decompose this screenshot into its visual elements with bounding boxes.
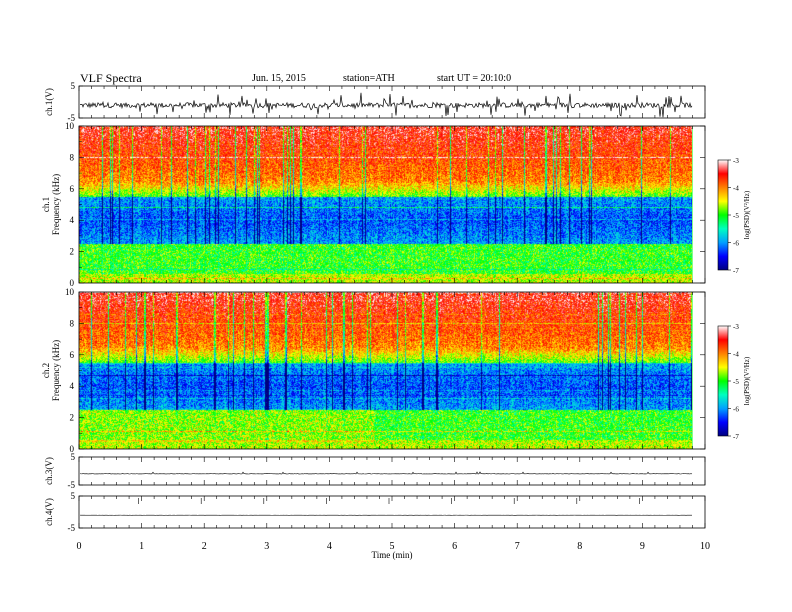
ch1spec-y-tick-label: 0 — [70, 278, 75, 288]
x-tick-label: 8 — [577, 541, 582, 552]
x-tick-label: 7 — [515, 541, 520, 552]
ch3v-trace — [79, 471, 693, 475]
ch2spec-y-tick-label: 10 — [65, 287, 75, 297]
ch4v-y-tick-label: 5 — [71, 491, 76, 501]
x-tick-label: 4 — [327, 541, 332, 552]
ch2spec-colorbar-tick-label: -5 — [733, 378, 739, 386]
x-tick-label: 10 — [700, 541, 710, 552]
ch2spec-y-tick-label: 4 — [70, 381, 75, 391]
ch2spec-colorbar-ramp — [717, 325, 729, 437]
ch1v-trace — [79, 92, 693, 118]
ch3v-y-tick-label: 5 — [71, 452, 76, 462]
ch1spec-y-label: Frequency (kHz) — [51, 174, 61, 235]
ch2spec-colorbar-tick-label: -6 — [733, 406, 739, 414]
ch2spec-y-tick-label: 8 — [70, 318, 75, 328]
ch2spec-heatmap — [79, 292, 692, 449]
ch2spec-panel: 0 2 4 6 8 10 ch.2 Frequency (kHz) — [41, 287, 706, 454]
x-tick-label: 0 — [77, 541, 82, 552]
ch1spec-y-tick-label: 10 — [65, 121, 75, 131]
ch2spec-y-label: Frequency (kHz) — [51, 340, 61, 401]
x-tick-label: 6 — [452, 541, 457, 552]
ch1spec-channel-label: ch.1 — [41, 197, 51, 212]
ch2spec-y-tick-label: 6 — [70, 350, 75, 360]
ch1v-y-tick-label: -5 — [68, 113, 76, 123]
ch1v-y-label: ch.1(V) — [44, 88, 54, 116]
ch1spec-colorbar-tick-label: -6 — [733, 240, 739, 248]
ch2spec-colorbar: -3 -4 -5 -6 -7 log(PSD)(V²/Hz) — [717, 323, 751, 441]
ch4v-y-label: ch.4(V) — [44, 498, 54, 526]
start-ut-label: start UT = 20:10:0 — [437, 73, 512, 84]
ch3v-y-tick-label: -5 — [68, 480, 76, 490]
date-label: Jun. 15, 2015 — [252, 73, 306, 84]
ch1spec-heatmap — [79, 126, 692, 283]
ch1spec-panel: 0 2 4 6 8 10 ch.1 Frequency (kHz) — [41, 121, 706, 288]
ch2spec-y-tick-label: 0 — [70, 444, 75, 454]
ch1spec-y-tick-label: 4 — [70, 215, 75, 225]
ch3v-panel: 5 -5 ch.3(V) — [44, 452, 706, 490]
ch1spec-colorbar-tick-label: -4 — [733, 185, 739, 193]
ch1spec-colorbar-tick-label: -3 — [733, 157, 739, 165]
ch1spec-y-tick-label: 2 — [70, 247, 75, 257]
ch1spec-colorbar-label: log(PSD)(V²/Hz) — [743, 190, 751, 239]
ch2spec-colorbar-label: log(PSD)(V²/Hz) — [743, 356, 751, 405]
plot-title: VLF Spectra — [80, 71, 142, 85]
x-axis-label: Time (min) — [372, 550, 413, 560]
ch1spec-y-tick-label: 8 — [70, 152, 75, 162]
ch1spec-colorbar-tick-label: -7 — [733, 267, 739, 275]
x-tick-label: 1 — [139, 541, 144, 552]
x-tick-label: 5 — [390, 541, 395, 552]
ch1spec-colorbar-ramp — [717, 159, 729, 271]
ch2spec-colorbar-tick-label: -3 — [733, 323, 739, 331]
ch1v-y-tick-label: 5 — [71, 81, 76, 91]
ch1spec-colorbar-tick-label: -5 — [733, 212, 739, 220]
ch2spec-colorbar-tick-label: -4 — [733, 351, 739, 359]
x-tick-label: 9 — [640, 541, 645, 552]
ch1spec-y-tick-label: 6 — [70, 184, 75, 194]
x-tick-label: 3 — [264, 541, 269, 552]
ch1v-panel: 5 -5 ch.1(V) — [44, 81, 706, 123]
ch2spec-colorbar-tick-label: -7 — [733, 433, 739, 441]
ch4v-y-tick-label: -5 — [68, 523, 76, 533]
ch1spec-colorbar: -3 -4 -5 -6 -7 log(PSD)(V²/Hz) — [717, 157, 751, 275]
ch2spec-y-tick-label: 2 — [70, 413, 75, 423]
ch4v-panel: 5 -5 ch.4(V) — [44, 491, 706, 533]
ch3v-y-label: ch.3(V) — [44, 457, 54, 485]
station-label: station=ATH — [343, 73, 395, 84]
ch2spec-channel-label: ch.2 — [41, 363, 51, 378]
x-tick-label: 2 — [202, 541, 207, 552]
